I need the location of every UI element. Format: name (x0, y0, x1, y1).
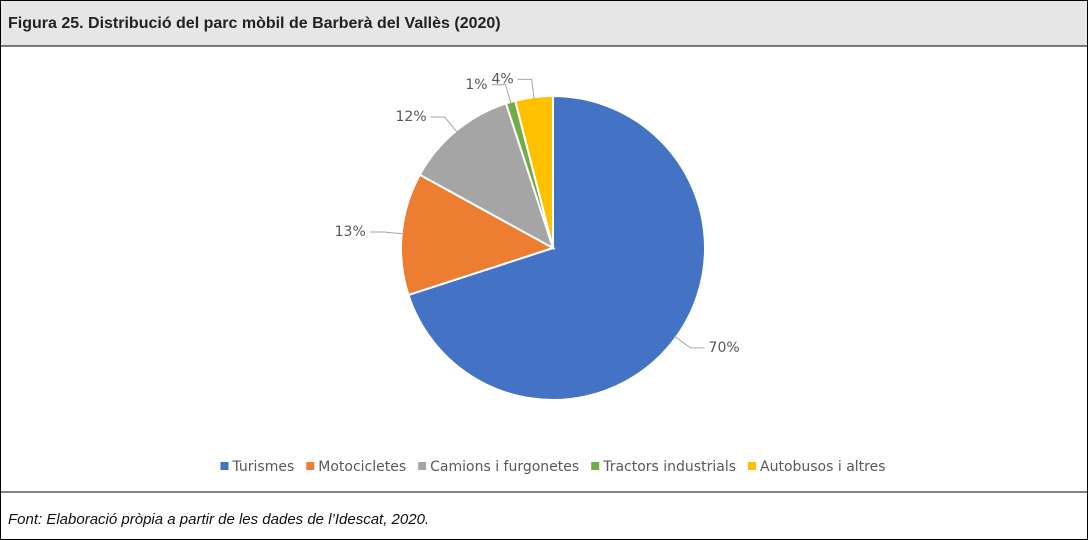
legend-swatch (220, 462, 229, 470)
legend-label: Autobusos i altres (760, 459, 886, 475)
data-label: 1% (465, 77, 487, 93)
data-label: 12% (396, 109, 427, 125)
leader-line (674, 335, 705, 349)
data-label: 70% (709, 340, 740, 356)
legend-swatch (306, 462, 315, 470)
leader-line (369, 231, 404, 235)
legend-label: Turismes (231, 459, 294, 475)
legend-swatch (748, 462, 757, 470)
data-label: 4% (491, 71, 513, 87)
leader-line (491, 84, 512, 105)
leader-line (430, 116, 458, 133)
legend-label: Camions i furgonetes (430, 459, 579, 475)
legend-label: Tractors industrials (602, 459, 736, 475)
legend-swatch (591, 462, 600, 470)
legend-label: Motocicletes (318, 459, 406, 475)
leader-line (517, 78, 535, 100)
caption-bar (0, 0, 1088, 46)
source: Font: Elaboració pròpia a partir de les … (8, 511, 429, 528)
data-label: 13% (335, 224, 366, 240)
caption: Figura 25. Distribució del parc mòbil de… (8, 15, 501, 32)
legend-swatch (418, 462, 427, 470)
